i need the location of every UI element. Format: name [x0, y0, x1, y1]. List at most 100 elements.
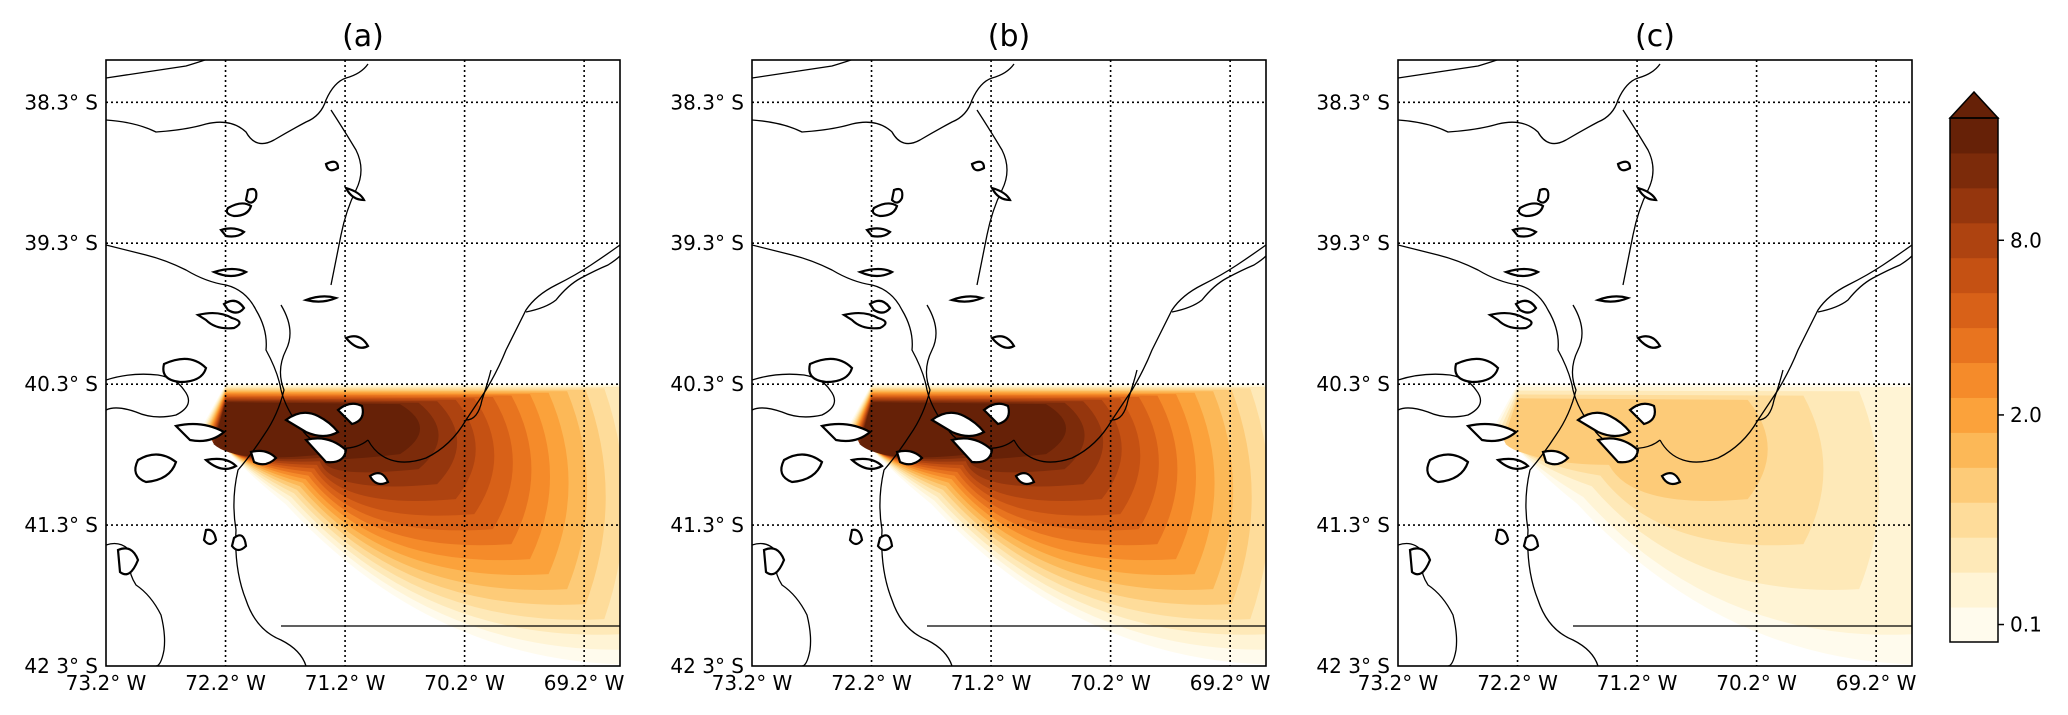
longitude-tick-label: 72.2° W: [1477, 671, 1558, 695]
lake-outline: [949, 437, 994, 464]
colorbar-segment: [1950, 432, 1998, 468]
map-frame: [105, 59, 621, 667]
lake-outline: [1495, 457, 1530, 471]
map-panel-b: (b) 38.3° S 39.3° S 40.3° S 41.3° S 42 3° S73…: [670, 19, 1271, 695]
concentration-plume-a: [203, 384, 620, 665]
lake-outline: [841, 311, 887, 330]
map-body-b: [752, 60, 1266, 666]
lake-outline: [970, 160, 986, 172]
map-panel-c: (c) 38.3° S 39.3° S 40.3° S 41.3° S 42 3° S73…: [1316, 19, 1917, 695]
lake-outline: [1616, 160, 1632, 172]
coastline: [1622, 109, 1654, 286]
lake-outline: [1541, 449, 1570, 466]
panel-title: (a): [342, 19, 384, 54]
lake-outline: [344, 335, 370, 349]
coastline: [752, 60, 853, 79]
lake-outline: [1576, 411, 1632, 438]
latitude-tick-label: 38.3° S: [1316, 90, 1390, 114]
latitude-tick-label: 40.3° S: [24, 372, 98, 396]
lake-outline: [762, 547, 786, 576]
colorbar-segment: [1950, 362, 1998, 398]
lake-outline: [244, 187, 258, 204]
coastline: [1757, 369, 1784, 421]
coastline: [233, 304, 307, 666]
lake-outline: [1595, 437, 1640, 464]
colorbar-segment: [1950, 292, 1998, 329]
longitude-tick-label: 71.2° W: [305, 671, 386, 695]
coastline: [1398, 63, 1661, 145]
colorbar-segment: [1950, 327, 1998, 364]
latitude-tick-label: 38.3° S: [670, 90, 744, 114]
latitude-tick-label: 39.3° S: [24, 231, 98, 255]
lake-outline: [895, 449, 924, 466]
coastline: [106, 63, 369, 145]
longitude-tick-label: 71.2° W: [1597, 671, 1678, 695]
longitude-tick-label: 73.2° W: [712, 671, 793, 695]
lake-outline: [210, 267, 249, 278]
lake-outline: [1517, 202, 1545, 218]
lake-outline: [989, 186, 1012, 202]
lake-outline: [808, 357, 854, 384]
coastline: [465, 369, 492, 421]
coastline: [752, 63, 1015, 145]
lake-outline: [1594, 295, 1632, 303]
colorbar-tick-label: 2.0: [2010, 403, 2042, 427]
map-frame: [1397, 59, 1913, 667]
coastline: [879, 304, 953, 666]
colorbar-segment: [1950, 607, 1998, 643]
latitude-tick-label: 39.3° S: [1316, 231, 1390, 255]
lake-outline: [930, 411, 986, 438]
lake-outline: [324, 160, 340, 172]
coastline: [1398, 60, 1499, 79]
lake-outline: [871, 202, 899, 218]
coastline: [106, 60, 207, 79]
longitude-tick-label: 72.2° W: [185, 671, 266, 695]
colorbar-segment: [1950, 222, 1998, 259]
latitude-tick-label: 42 3° S: [24, 654, 98, 678]
lake-outline: [848, 528, 864, 546]
coastline: [1817, 255, 1912, 313]
lake-outline: [1514, 299, 1538, 314]
colorbar: 0.1 2.0 8.0: [1948, 90, 2042, 643]
lake-outline: [1454, 357, 1500, 384]
latitude-tick-label: 42 3° S: [670, 654, 744, 678]
coastline: [525, 255, 620, 313]
longitude-tick-label: 72.2° W: [831, 671, 912, 695]
lake-outline: [780, 453, 824, 484]
lake-outline: [1636, 335, 1662, 349]
map-body-a: [106, 60, 620, 666]
colorbar-segment: [1950, 467, 1998, 503]
lake-outline: [219, 227, 246, 238]
lake-outline: [948, 295, 986, 303]
lake-outline: [1536, 187, 1550, 204]
lake-outline: [865, 227, 892, 238]
longitude-tick-label: 70.2° W: [1716, 671, 1797, 695]
lake-outline: [819, 422, 872, 443]
latitude-tick-label: 40.3° S: [1316, 372, 1390, 396]
coastline: [1171, 255, 1266, 313]
lake-outline: [876, 534, 894, 552]
lake-outline: [1511, 227, 1538, 238]
lake-outline: [222, 299, 246, 314]
colorbar-segment: [1950, 257, 1998, 294]
colorbar-tick-label: 0.1: [2010, 613, 2042, 637]
coastline: [976, 109, 1008, 286]
lake-outline: [225, 202, 253, 218]
lake-outline: [1465, 422, 1518, 443]
lake-outline: [856, 267, 895, 278]
lake-outline: [1426, 453, 1470, 484]
lake-outline: [302, 295, 340, 303]
lake-outline: [202, 528, 218, 546]
lake-outline: [116, 547, 140, 576]
longitude-tick-label: 69.2° W: [1836, 671, 1917, 695]
lake-outline: [203, 457, 238, 471]
lake-outline: [1014, 472, 1036, 486]
latitude-tick-label: 42 3° S: [1316, 654, 1390, 678]
longitude-tick-label: 69.2° W: [1190, 671, 1271, 695]
panel-title: (c): [1635, 19, 1675, 54]
lake-outline: [1635, 186, 1658, 202]
lake-outline: [1408, 547, 1432, 576]
colorbar-frame: [1949, 117, 1999, 643]
longitude-tick-label: 73.2° W: [66, 671, 147, 695]
lake-outline: [1522, 534, 1540, 552]
